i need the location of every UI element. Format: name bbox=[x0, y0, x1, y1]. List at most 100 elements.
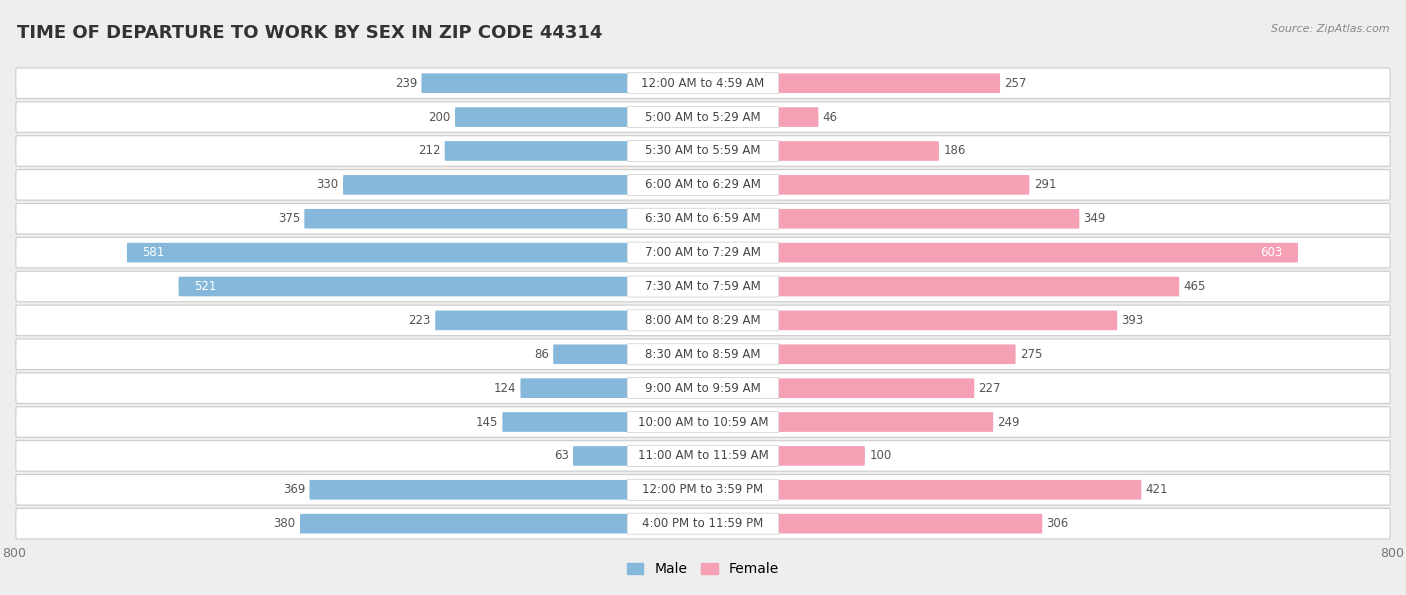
Text: 12:00 PM to 3:59 PM: 12:00 PM to 3:59 PM bbox=[643, 483, 763, 496]
Text: 46: 46 bbox=[823, 111, 838, 124]
Text: 380: 380 bbox=[274, 517, 295, 530]
Text: 124: 124 bbox=[494, 381, 516, 394]
FancyBboxPatch shape bbox=[520, 378, 627, 398]
Text: 7:00 AM to 7:29 AM: 7:00 AM to 7:29 AM bbox=[645, 246, 761, 259]
FancyBboxPatch shape bbox=[627, 73, 779, 94]
FancyBboxPatch shape bbox=[15, 68, 1391, 98]
Text: 4:00 PM to 11:59 PM: 4:00 PM to 11:59 PM bbox=[643, 517, 763, 530]
FancyBboxPatch shape bbox=[422, 73, 627, 93]
FancyBboxPatch shape bbox=[779, 175, 1029, 195]
Text: 581: 581 bbox=[142, 246, 165, 259]
FancyBboxPatch shape bbox=[779, 243, 1298, 262]
Text: 11:00 AM to 11:59 AM: 11:00 AM to 11:59 AM bbox=[638, 449, 768, 462]
Text: 145: 145 bbox=[475, 415, 498, 428]
Text: 421: 421 bbox=[1146, 483, 1168, 496]
FancyBboxPatch shape bbox=[779, 378, 974, 398]
Text: Source: ZipAtlas.com: Source: ZipAtlas.com bbox=[1271, 24, 1389, 34]
FancyBboxPatch shape bbox=[15, 509, 1391, 539]
FancyBboxPatch shape bbox=[779, 141, 939, 161]
FancyBboxPatch shape bbox=[553, 345, 627, 364]
FancyBboxPatch shape bbox=[627, 378, 779, 399]
Text: 200: 200 bbox=[429, 111, 451, 124]
FancyBboxPatch shape bbox=[15, 237, 1391, 268]
FancyBboxPatch shape bbox=[627, 446, 779, 466]
Text: 521: 521 bbox=[194, 280, 217, 293]
Text: 12:00 AM to 4:59 AM: 12:00 AM to 4:59 AM bbox=[641, 77, 765, 90]
FancyBboxPatch shape bbox=[627, 208, 779, 229]
FancyBboxPatch shape bbox=[15, 475, 1391, 505]
Text: 10:00 AM to 10:59 AM: 10:00 AM to 10:59 AM bbox=[638, 415, 768, 428]
FancyBboxPatch shape bbox=[436, 311, 627, 330]
FancyBboxPatch shape bbox=[15, 407, 1391, 437]
FancyBboxPatch shape bbox=[309, 480, 627, 500]
Text: 800: 800 bbox=[1, 547, 27, 560]
Text: 186: 186 bbox=[943, 145, 966, 158]
Text: 369: 369 bbox=[283, 483, 305, 496]
FancyBboxPatch shape bbox=[15, 102, 1391, 132]
FancyBboxPatch shape bbox=[574, 446, 627, 466]
FancyBboxPatch shape bbox=[15, 305, 1391, 336]
FancyBboxPatch shape bbox=[343, 175, 627, 195]
FancyBboxPatch shape bbox=[127, 243, 627, 262]
FancyBboxPatch shape bbox=[627, 140, 779, 161]
Text: 8:30 AM to 8:59 AM: 8:30 AM to 8:59 AM bbox=[645, 347, 761, 361]
Text: 6:30 AM to 6:59 AM: 6:30 AM to 6:59 AM bbox=[645, 212, 761, 226]
Text: 86: 86 bbox=[534, 347, 548, 361]
Text: 603: 603 bbox=[1260, 246, 1282, 259]
Text: 227: 227 bbox=[979, 381, 1001, 394]
Text: 9:00 AM to 9:59 AM: 9:00 AM to 9:59 AM bbox=[645, 381, 761, 394]
Text: 212: 212 bbox=[418, 145, 440, 158]
Text: 257: 257 bbox=[1004, 77, 1026, 90]
FancyBboxPatch shape bbox=[15, 441, 1391, 471]
FancyBboxPatch shape bbox=[627, 513, 779, 534]
FancyBboxPatch shape bbox=[627, 174, 779, 195]
FancyBboxPatch shape bbox=[779, 480, 1142, 500]
FancyBboxPatch shape bbox=[627, 310, 779, 331]
FancyBboxPatch shape bbox=[627, 107, 779, 127]
FancyBboxPatch shape bbox=[627, 242, 779, 263]
FancyBboxPatch shape bbox=[779, 73, 1000, 93]
Text: 249: 249 bbox=[997, 415, 1019, 428]
FancyBboxPatch shape bbox=[15, 373, 1391, 403]
FancyBboxPatch shape bbox=[627, 412, 779, 433]
FancyBboxPatch shape bbox=[15, 339, 1391, 369]
FancyBboxPatch shape bbox=[779, 412, 993, 432]
FancyBboxPatch shape bbox=[299, 514, 627, 534]
Text: TIME OF DEPARTURE TO WORK BY SEX IN ZIP CODE 44314: TIME OF DEPARTURE TO WORK BY SEX IN ZIP … bbox=[17, 24, 602, 42]
FancyBboxPatch shape bbox=[502, 412, 627, 432]
Text: 5:00 AM to 5:29 AM: 5:00 AM to 5:29 AM bbox=[645, 111, 761, 124]
Text: 291: 291 bbox=[1033, 178, 1056, 192]
FancyBboxPatch shape bbox=[15, 170, 1391, 200]
FancyBboxPatch shape bbox=[779, 311, 1118, 330]
Text: 306: 306 bbox=[1046, 517, 1069, 530]
FancyBboxPatch shape bbox=[779, 446, 865, 466]
Text: 7:30 AM to 7:59 AM: 7:30 AM to 7:59 AM bbox=[645, 280, 761, 293]
FancyBboxPatch shape bbox=[15, 136, 1391, 166]
FancyBboxPatch shape bbox=[779, 345, 1015, 364]
FancyBboxPatch shape bbox=[779, 209, 1080, 228]
Text: 6:00 AM to 6:29 AM: 6:00 AM to 6:29 AM bbox=[645, 178, 761, 192]
Text: 330: 330 bbox=[316, 178, 339, 192]
FancyBboxPatch shape bbox=[627, 344, 779, 365]
Text: 393: 393 bbox=[1122, 314, 1144, 327]
FancyBboxPatch shape bbox=[779, 107, 818, 127]
FancyBboxPatch shape bbox=[456, 107, 627, 127]
Text: 5:30 AM to 5:59 AM: 5:30 AM to 5:59 AM bbox=[645, 145, 761, 158]
FancyBboxPatch shape bbox=[15, 271, 1391, 302]
Text: 465: 465 bbox=[1184, 280, 1206, 293]
Text: 275: 275 bbox=[1019, 347, 1042, 361]
Text: 375: 375 bbox=[278, 212, 299, 226]
FancyBboxPatch shape bbox=[627, 276, 779, 297]
FancyBboxPatch shape bbox=[779, 514, 1042, 534]
FancyBboxPatch shape bbox=[179, 277, 627, 296]
Text: 8:00 AM to 8:29 AM: 8:00 AM to 8:29 AM bbox=[645, 314, 761, 327]
Text: 800: 800 bbox=[1379, 547, 1405, 560]
Legend: Male, Female: Male, Female bbox=[621, 557, 785, 582]
FancyBboxPatch shape bbox=[444, 141, 627, 161]
FancyBboxPatch shape bbox=[627, 480, 779, 500]
Text: 63: 63 bbox=[554, 449, 568, 462]
Text: 100: 100 bbox=[869, 449, 891, 462]
Text: 239: 239 bbox=[395, 77, 418, 90]
Text: 223: 223 bbox=[409, 314, 430, 327]
FancyBboxPatch shape bbox=[779, 277, 1180, 296]
